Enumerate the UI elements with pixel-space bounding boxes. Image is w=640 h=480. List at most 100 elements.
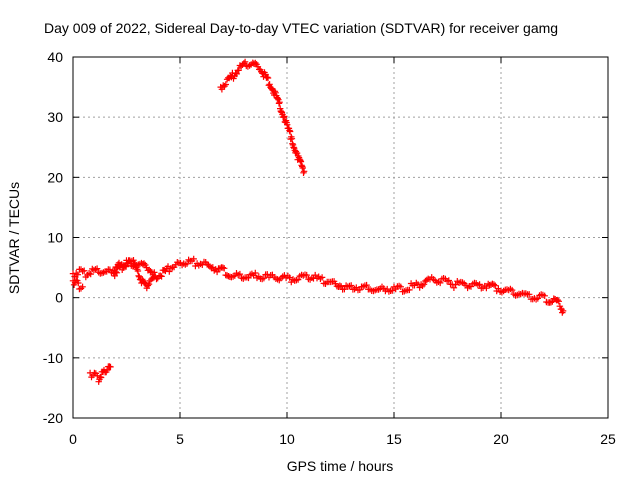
- data-point: [260, 275, 268, 282]
- data-point: [79, 283, 86, 290]
- data-point: [341, 286, 348, 293]
- x-tick-label: 25: [600, 431, 616, 447]
- data-point: [206, 263, 214, 270]
- y-tick-label: 20: [47, 169, 63, 185]
- data-point: [134, 267, 142, 275]
- data-point: [236, 270, 244, 278]
- data-point: [235, 67, 242, 74]
- data-point: [94, 372, 101, 379]
- data-point: [135, 272, 142, 279]
- axis-ticks: [72, 56, 609, 419]
- data-point: [222, 81, 229, 88]
- data-point: [104, 366, 111, 374]
- data-point: [274, 95, 281, 102]
- chart-title: Day 009 of 2022, Sidereal Day-to-day VTE…: [44, 20, 558, 36]
- data-point: [93, 265, 101, 272]
- data-point: [492, 282, 499, 289]
- data-point: [281, 113, 288, 120]
- data-point: [113, 269, 121, 276]
- data-point: [211, 267, 218, 274]
- y-tick-labels: -20 -10 0 10 20 30 40: [43, 49, 63, 426]
- data-point: [336, 282, 343, 289]
- data-point: [276, 99, 283, 106]
- data-point: [318, 274, 326, 281]
- data-point: [233, 70, 240, 78]
- x-tick-label: 10: [279, 431, 295, 447]
- data-point: [363, 281, 370, 289]
- data-point: [338, 283, 345, 290]
- x-tick-labels: 0 5 10 15 20 25: [69, 431, 616, 447]
- data-point: [158, 273, 165, 280]
- series-high-arc-segment: [217, 58, 308, 176]
- x-tick-label: 0: [69, 431, 77, 447]
- data-point: [286, 274, 293, 281]
- data-point: [437, 279, 444, 287]
- data-series: [69, 58, 567, 385]
- data-point: [74, 271, 81, 278]
- data-point: [75, 279, 82, 287]
- series-main-track: [69, 255, 567, 316]
- x-axis-label: GPS time / hours: [287, 458, 394, 474]
- data-point: [190, 255, 197, 263]
- data-point: [81, 267, 88, 274]
- data-point: [107, 363, 114, 371]
- data-point: [97, 374, 105, 381]
- data-point: [559, 307, 567, 315]
- data-point: [252, 59, 259, 67]
- y-tick-label: -20: [43, 410, 63, 426]
- data-point: [348, 282, 355, 289]
- data-point: [241, 58, 249, 66]
- data-point: [213, 268, 221, 276]
- data-point: [555, 298, 562, 305]
- data-point: [389, 287, 396, 294]
- data-point: [303, 271, 310, 279]
- data-point: [264, 74, 271, 81]
- data-point: [157, 272, 164, 279]
- data-point: [406, 286, 413, 294]
- data-point: [130, 257, 137, 264]
- y-tick-label: 0: [55, 290, 63, 306]
- x-tick-label: 20: [493, 431, 509, 447]
- data-point: [264, 74, 272, 82]
- data-point: [397, 283, 404, 290]
- x-tick-label: 5: [176, 431, 184, 447]
- data-point: [420, 281, 428, 288]
- series-scattered-upper-segment: [110, 257, 158, 280]
- series-negative-short-segment: [86, 363, 114, 385]
- y-tick-label: 40: [47, 49, 63, 65]
- y-tick-label: 30: [47, 109, 63, 125]
- data-point: [219, 264, 226, 271]
- data-point: [272, 89, 279, 96]
- data-point: [92, 266, 99, 273]
- data-point: [271, 88, 279, 95]
- data-point: [508, 286, 516, 294]
- data-point: [144, 282, 152, 289]
- data-point: [554, 296, 561, 304]
- data-point: [205, 261, 212, 269]
- data-point: [112, 268, 119, 276]
- data-point: [445, 277, 452, 284]
- data-point: [293, 150, 301, 157]
- data-point: [299, 164, 306, 172]
- data-point: [87, 270, 94, 278]
- data-point: [151, 269, 158, 276]
- data-point: [221, 265, 228, 272]
- data-point: [547, 299, 555, 306]
- data-point: [476, 281, 483, 288]
- data-point: [73, 270, 80, 277]
- data-point: [297, 158, 305, 165]
- data-point: [483, 284, 490, 292]
- data-point: [140, 260, 148, 267]
- data-point: [147, 268, 154, 275]
- data-point: [252, 269, 259, 277]
- x-tick-label: 15: [386, 431, 402, 447]
- data-point: [419, 282, 426, 289]
- data-point: [266, 81, 273, 88]
- series-early-low-segment: [69, 277, 86, 293]
- data-point: [122, 263, 130, 270]
- data-point: [183, 260, 191, 267]
- data-point: [286, 128, 294, 135]
- data-point: [300, 168, 308, 175]
- data-point: [145, 280, 153, 288]
